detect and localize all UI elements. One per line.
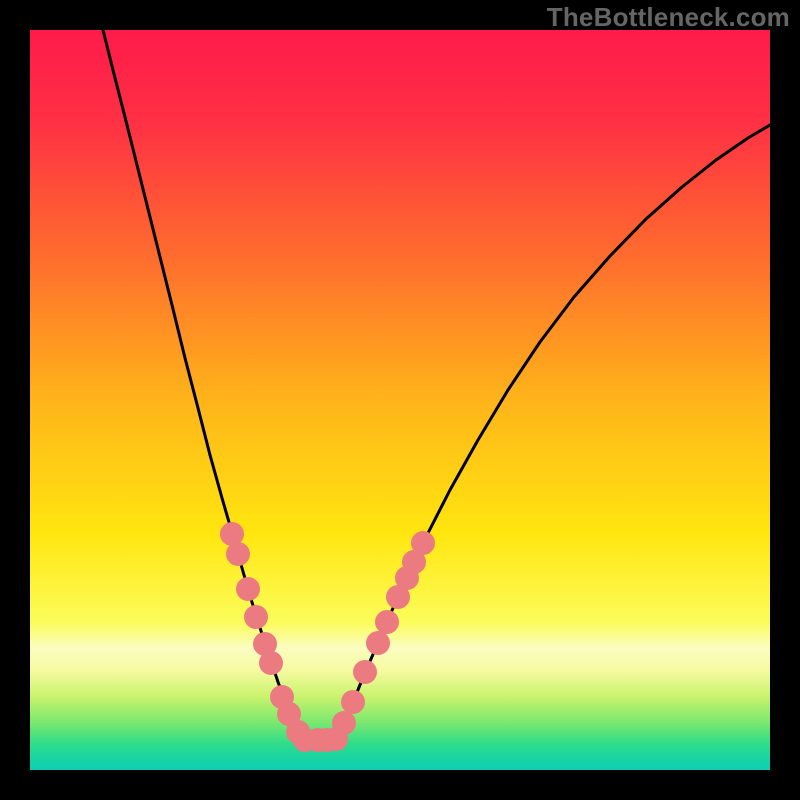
data-marker xyxy=(259,651,283,675)
right-curve xyxy=(336,125,770,740)
data-marker xyxy=(353,660,377,684)
data-marker xyxy=(236,577,260,601)
data-marker xyxy=(375,610,399,634)
data-marker xyxy=(244,605,268,629)
chart-canvas: TheBottleneck.com xyxy=(0,0,800,800)
data-marker xyxy=(411,531,435,555)
data-marker xyxy=(366,631,390,655)
data-marker xyxy=(332,711,356,735)
plot-area xyxy=(30,30,770,770)
left-curve xyxy=(103,30,301,740)
curve-layer xyxy=(30,30,770,770)
watermark-text: TheBottleneck.com xyxy=(547,2,790,33)
data-marker xyxy=(341,690,365,714)
data-marker xyxy=(226,542,250,566)
